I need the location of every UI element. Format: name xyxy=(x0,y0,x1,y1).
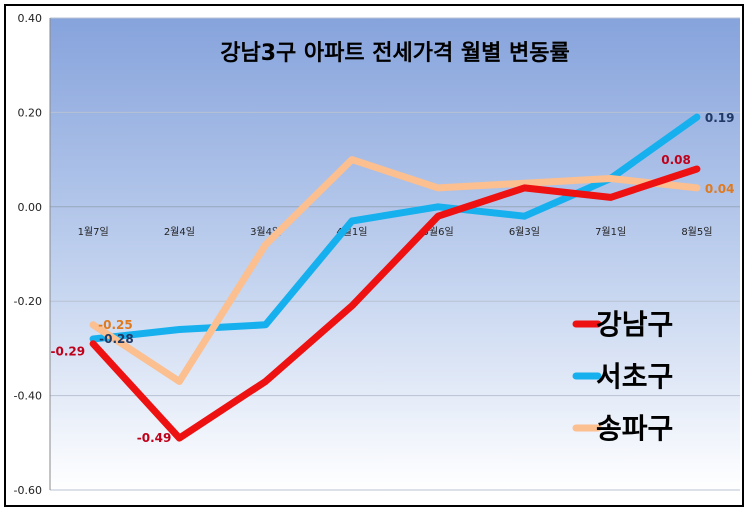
grid-lines xyxy=(49,17,740,491)
y-tick-label: -0.60 xyxy=(14,484,42,497)
series-lines xyxy=(89,113,701,442)
data-label: -0.25 xyxy=(98,318,133,332)
data-label: 0.08 xyxy=(661,153,691,167)
plot-background xyxy=(50,18,740,490)
data-label: -0.28 xyxy=(99,332,134,346)
data-label: -0.29 xyxy=(51,345,86,359)
series-line-1 xyxy=(89,165,701,442)
y-tick-label: -0.40 xyxy=(14,390,42,403)
data-labels: -0.29 -0.49 0.08 -0.28 0.19 -0.25 0.04 xyxy=(51,111,735,445)
x-tick-label: 6월3일 xyxy=(509,226,540,238)
y-tick-label: 0.40 xyxy=(18,12,43,25)
y-axis-ticks: 0.40 0.20 0.00 -0.20 -0.40 -0.60 xyxy=(14,12,42,497)
data-label: 0.19 xyxy=(705,111,735,125)
chart-title: 강남3구 아파트 전세가격 월별 변동률 xyxy=(220,41,570,66)
y-tick-label: 0.20 xyxy=(18,106,43,119)
x-tick-label: 1월7일 xyxy=(78,226,109,238)
y-tick-label: -0.20 xyxy=(14,295,42,308)
legend-label: 서초구 xyxy=(596,360,673,393)
data-label: -0.49 xyxy=(137,431,172,445)
x-tick-label: 8월5일 xyxy=(681,226,712,238)
data-label: 0.04 xyxy=(705,182,735,196)
y-tick-label: 0.00 xyxy=(18,201,43,214)
series-line-2 xyxy=(89,113,701,343)
series-line-3 xyxy=(89,156,701,385)
x-axis-ticks: 1월7일 2월4일 3월4일 4월1일 5월6일 6월3일 7월1일 8월5일 xyxy=(78,226,713,238)
x-tick-label: 2월4일 xyxy=(164,226,195,238)
legend-label: 송파구 xyxy=(596,412,673,445)
x-tick-label: 7월1일 xyxy=(595,226,626,238)
legend-label: 강남구 xyxy=(596,308,673,341)
